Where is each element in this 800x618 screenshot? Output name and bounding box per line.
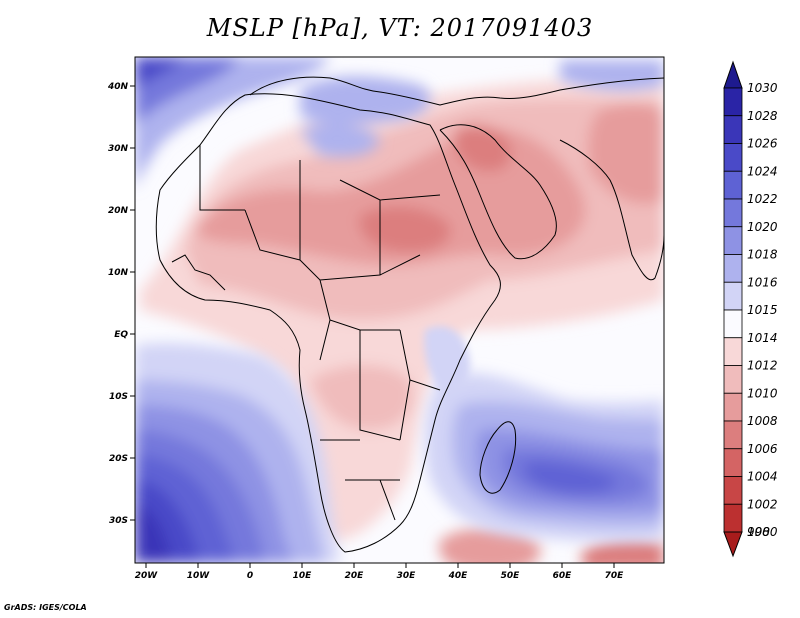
- y-tick-label: 10S: [109, 392, 128, 402]
- colorbar-labels: 1028 1026 1024 1022 1020 1018 1016 1015 1014 1012…: [747, 109, 778, 539]
- colorbar-level-label: 1016: [747, 275, 778, 289]
- colorbar-box: [723, 476, 743, 505]
- colorbar-level-label: 1026: [747, 137, 778, 151]
- mediterranean-coast: [249, 76, 664, 106]
- y-tick-label: EQ: [114, 330, 128, 340]
- africa-coastline: [155, 93, 501, 553]
- y-tick-label: 20S: [109, 454, 128, 464]
- colorbar-box: [723, 281, 743, 311]
- colorbar-box: [723, 143, 743, 172]
- colorbar-level-label: 1006: [747, 442, 778, 456]
- arabian-peninsula: [439, 124, 557, 260]
- x-tick-label: 0: [247, 571, 253, 581]
- map-title: MSLP [hPa], VT: 2017091403: [206, 14, 594, 42]
- x-axis: 20W 10W 0 10E 20E 30E 40E 50E 60E 70E: [135, 563, 624, 581]
- y-tick-label: 20N: [108, 206, 129, 216]
- madagascar: [479, 421, 517, 494]
- x-tick-label: 70E: [605, 571, 625, 581]
- colorbar-level-label: 1002: [747, 497, 778, 511]
- colorbar-level-label: 1012: [747, 359, 778, 373]
- colorbar-box: [723, 448, 743, 477]
- india-coast: [559, 139, 664, 281]
- colorbar-box: [723, 392, 743, 422]
- x-tick-label: 60E: [553, 571, 573, 581]
- x-tick-label: 20W: [135, 571, 159, 581]
- colorbar-box: [723, 198, 743, 228]
- x-tick-label: 10E: [293, 571, 313, 581]
- colorbar-boxes: [723, 87, 743, 533]
- pressure-field: [135, 57, 664, 563]
- colorbar-box: [723, 115, 743, 144]
- west-africa-borders: [171, 254, 226, 291]
- colorbar-level-label: 1020: [747, 220, 778, 234]
- colorbar-level-label: 1004: [747, 470, 778, 484]
- colorbar-box: [723, 226, 743, 255]
- colorbar-box: [723, 503, 743, 533]
- coastlines: [155, 76, 664, 553]
- colorbar-level-label: 1014: [747, 331, 778, 345]
- colorbar-bottom-label: 998: [747, 525, 770, 539]
- colorbar-level-label: 1000: [747, 525, 778, 539]
- y-tick-label: 30N: [108, 144, 129, 154]
- colorbar-level-label: 1018: [747, 248, 778, 262]
- y-tick-label: 30S: [109, 516, 128, 526]
- colorbar-bottom-arrow: [723, 531, 743, 558]
- colorbar: 1030 1028 1026 1024 1022 1020 1018 1016 1015 101…: [723, 60, 778, 558]
- x-tick-label: 20E: [345, 571, 365, 581]
- plot-frame: [134, 56, 665, 564]
- colorbar-box: [723, 87, 743, 117]
- country-borders: [199, 145, 441, 521]
- x-tick-label: 30E: [397, 571, 417, 581]
- colorbar-level-label: 1010: [747, 386, 778, 400]
- colorbar-box: [723, 337, 743, 366]
- x-tick-label: 50E: [501, 571, 521, 581]
- colorbar-box: [723, 170, 743, 200]
- colorbar-level-label: 1028: [747, 109, 778, 123]
- colorbar-box: [723, 309, 743, 339]
- colorbar-top-label: 1030: [747, 81, 778, 95]
- colorbar-level-label: 1022: [747, 192, 778, 206]
- y-axis: 40N 30N 20N 10N EQ 10S 20S 30S: [107, 82, 135, 526]
- colorbar-level-label: 1008: [747, 414, 778, 428]
- credit-text: GrADS: IGES/COLA: [4, 603, 87, 612]
- x-tick-label: 40E: [448, 571, 469, 581]
- colorbar-level-label: 1024: [747, 164, 778, 178]
- y-tick-label: 40N: [107, 82, 129, 92]
- y-tick-label: 10N: [108, 268, 129, 278]
- colorbar-box: [723, 365, 743, 394]
- colorbar-top-arrow: [723, 60, 743, 89]
- colorbar-box: [723, 420, 743, 450]
- colorbar-level-label: 1015: [747, 303, 778, 317]
- x-tick-label: 10W: [187, 571, 211, 581]
- colorbar-box: [723, 254, 743, 283]
